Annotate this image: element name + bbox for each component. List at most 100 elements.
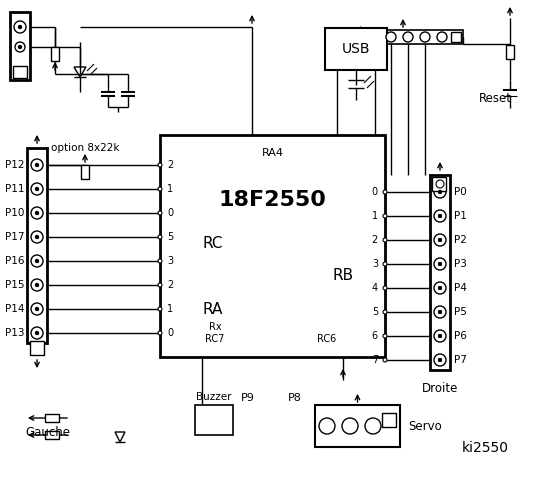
Circle shape <box>434 354 446 366</box>
Text: Reset: Reset <box>478 92 512 105</box>
Circle shape <box>31 303 43 315</box>
Circle shape <box>436 180 444 188</box>
Text: 0: 0 <box>372 187 378 197</box>
Circle shape <box>439 215 441 217</box>
Circle shape <box>35 260 39 263</box>
Circle shape <box>18 46 22 48</box>
Text: RC: RC <box>202 236 222 251</box>
Text: P11: P11 <box>4 184 24 194</box>
Circle shape <box>158 187 162 191</box>
Circle shape <box>365 418 381 434</box>
Text: Servo: Servo <box>408 420 442 432</box>
Text: Buzzer: Buzzer <box>196 392 232 402</box>
Text: 2: 2 <box>372 235 378 245</box>
Circle shape <box>35 212 39 215</box>
Circle shape <box>383 286 387 290</box>
Text: P4: P4 <box>454 283 467 293</box>
Circle shape <box>403 32 413 42</box>
Bar <box>30 341 44 355</box>
Circle shape <box>158 259 162 263</box>
Text: P6: P6 <box>454 331 467 341</box>
Circle shape <box>434 306 446 318</box>
Circle shape <box>439 359 441 361</box>
Circle shape <box>434 258 446 270</box>
Bar <box>506 45 514 59</box>
Text: 3: 3 <box>167 256 173 266</box>
Text: 1: 1 <box>167 184 173 194</box>
Circle shape <box>31 183 43 195</box>
Circle shape <box>383 214 387 218</box>
Bar <box>81 165 89 179</box>
Circle shape <box>383 190 387 194</box>
Text: Rx: Rx <box>208 322 221 332</box>
Circle shape <box>439 335 441 337</box>
Circle shape <box>439 239 441 241</box>
Circle shape <box>383 262 387 266</box>
Text: P17: P17 <box>4 232 24 242</box>
Circle shape <box>434 186 446 198</box>
Circle shape <box>35 308 39 311</box>
Text: 5: 5 <box>372 307 378 317</box>
Bar <box>45 414 59 422</box>
Text: 7: 7 <box>372 355 378 365</box>
Circle shape <box>383 334 387 338</box>
Circle shape <box>158 163 162 167</box>
Text: P1: P1 <box>454 211 467 221</box>
Text: P3: P3 <box>454 259 467 269</box>
Bar <box>195 405 233 435</box>
Text: P8: P8 <box>288 393 302 403</box>
Text: P14: P14 <box>4 304 24 314</box>
Text: 2: 2 <box>167 160 173 170</box>
Circle shape <box>15 42 25 52</box>
Circle shape <box>420 32 430 42</box>
Text: 5: 5 <box>167 232 173 242</box>
Text: P16: P16 <box>4 256 24 266</box>
Circle shape <box>35 332 39 335</box>
Circle shape <box>437 32 447 42</box>
Circle shape <box>31 207 43 219</box>
Text: 2: 2 <box>167 280 173 290</box>
Circle shape <box>383 310 387 314</box>
Circle shape <box>434 330 446 342</box>
Circle shape <box>158 331 162 335</box>
Circle shape <box>31 231 43 243</box>
Circle shape <box>158 211 162 215</box>
Bar <box>382 413 396 427</box>
Text: P0: P0 <box>454 187 467 197</box>
Circle shape <box>14 21 26 33</box>
Text: RA: RA <box>202 302 222 317</box>
Circle shape <box>158 307 162 311</box>
Text: RA4: RA4 <box>262 148 284 158</box>
Circle shape <box>439 311 441 313</box>
Circle shape <box>342 418 358 434</box>
Text: USB: USB <box>342 42 371 56</box>
Text: RC7: RC7 <box>205 334 225 344</box>
Circle shape <box>434 210 446 222</box>
Text: Droite: Droite <box>422 382 458 395</box>
Bar <box>325 28 387 70</box>
Circle shape <box>31 255 43 267</box>
Bar <box>451 32 461 42</box>
Circle shape <box>35 188 39 191</box>
Circle shape <box>158 283 162 287</box>
Circle shape <box>31 327 43 339</box>
Bar <box>430 175 450 370</box>
Text: P5: P5 <box>454 307 467 317</box>
Text: 0: 0 <box>167 208 173 218</box>
Circle shape <box>386 32 396 42</box>
Text: P7: P7 <box>454 355 467 365</box>
Circle shape <box>35 284 39 287</box>
Text: 6: 6 <box>372 331 378 341</box>
Text: option 8x22k: option 8x22k <box>51 143 119 153</box>
Text: 4: 4 <box>372 283 378 293</box>
Text: 18F2550: 18F2550 <box>218 190 326 210</box>
Circle shape <box>383 358 387 362</box>
Circle shape <box>439 263 441 265</box>
Text: RC6: RC6 <box>317 334 337 344</box>
Text: P2: P2 <box>454 235 467 245</box>
Circle shape <box>319 418 335 434</box>
Bar <box>160 135 385 357</box>
Text: P12: P12 <box>4 160 24 170</box>
Text: P9: P9 <box>241 393 255 403</box>
Bar <box>432 177 446 191</box>
